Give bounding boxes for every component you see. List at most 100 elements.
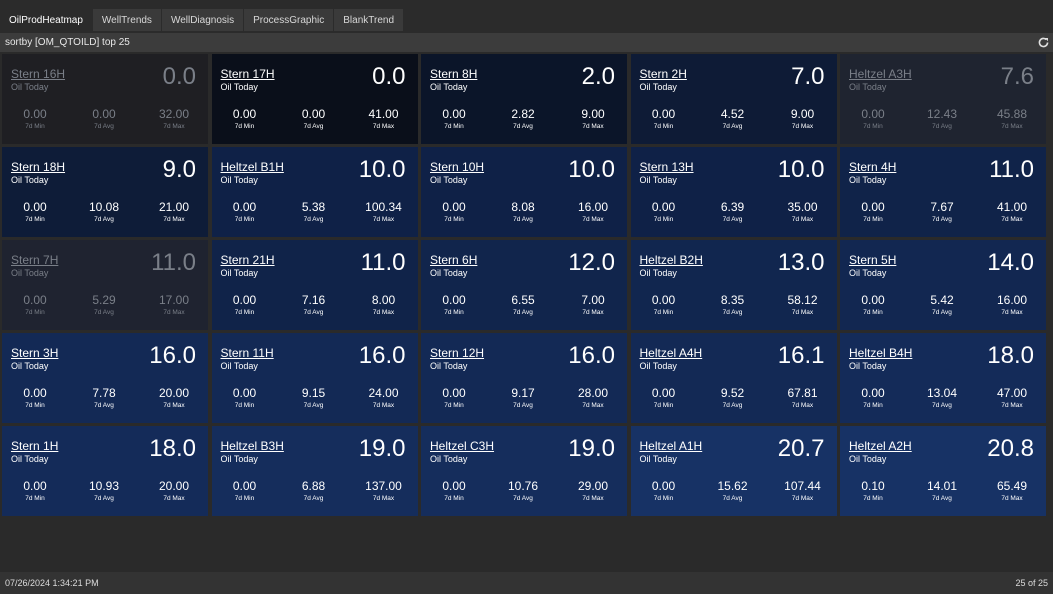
oil-today-value: 7.0 (791, 63, 825, 90)
stat-avg: 10.76 7d Avg (491, 479, 555, 502)
stat-min-label: 7d Min (234, 402, 255, 409)
stat-max-value: 35.00 (787, 200, 818, 214)
stat-max-label: 7d Max (791, 402, 814, 409)
well-name-link[interactable]: Heltzel B4H (849, 346, 913, 360)
well-name-link[interactable]: Stern 5H (849, 253, 897, 267)
well-tile[interactable]: Stern 17H Oil Today 0.0 0.00 7d Min 0.00 7d Av… (211, 54, 418, 144)
well-tile[interactable]: Stern 5H Oil Today 14.0 0.00 7d Min 5.42 7d Av… (840, 240, 1046, 330)
stat-min-label: 7d Min (444, 309, 464, 316)
stat-avg-value: 10.93 (88, 479, 120, 493)
stat-avg-value: 0.00 (92, 107, 116, 121)
well-name-link[interactable]: Stern 11H (220, 346, 274, 360)
tab-oilprodheatmap[interactable]: OilProdHeatmap (0, 9, 92, 31)
stat-avg: 5.42 7d Avg (910, 293, 974, 316)
well-name-link[interactable]: Stern 4H (849, 160, 897, 174)
stat-avg-label: 7d Avg (94, 309, 114, 316)
well-name-link[interactable]: Stern 21H (220, 253, 275, 267)
well-tile[interactable]: Heltzel C3H Oil Today 19.0 0.00 7d Min 10.76 7… (421, 426, 627, 516)
well-tile[interactable]: Stern 11H Oil Today 16.0 0.00 7d Min 9.15 7d A… (211, 333, 418, 423)
stat-min-label: 7d Min (444, 123, 464, 130)
well-name-link[interactable]: Stern 17H (220, 67, 275, 81)
well-name-link[interactable]: Heltzel A1H (639, 439, 703, 453)
stat-avg-label: 7d Avg (94, 216, 114, 223)
stat-min-value: 0.00 (232, 386, 257, 400)
well-name-link[interactable]: Heltzel A3H (849, 67, 912, 81)
well-name-link[interactable]: Heltzel A2H (849, 439, 912, 453)
oil-today-value: 2.0 (581, 63, 615, 90)
stat-max-label: 7d Max (1001, 216, 1023, 223)
well-tile[interactable]: Stern 12H Oil Today 16.0 0.00 7d Min 9.17 7d A… (421, 333, 627, 423)
refresh-icon[interactable] (1037, 36, 1050, 49)
stat-min-value: 0.00 (442, 200, 466, 214)
tab-blanktrend[interactable]: BlankTrend (334, 9, 404, 31)
tab-processgraphic[interactable]: ProcessGraphic (244, 9, 334, 31)
well-name-link[interactable]: Stern 10H (430, 160, 485, 174)
well-metric-label: Oil Today (220, 454, 258, 464)
well-name-link[interactable]: Stern 6H (430, 253, 478, 267)
well-tile[interactable]: Heltzel B1H Oil Today 10.0 0.00 7d Min 5.38 7d… (211, 147, 418, 237)
well-name-link[interactable]: Stern 8H (430, 67, 478, 81)
well-name-link[interactable]: Stern 3H (11, 346, 59, 360)
well-name-link[interactable]: Stern 2H (639, 67, 687, 81)
well-tile[interactable]: Stern 4H Oil Today 11.0 0.00 7d Min 7.67 7d Av… (840, 147, 1046, 237)
well-tile[interactable]: Heltzel A1H Oil Today 20.7 0.00 7d Min 15.62 7… (630, 426, 837, 516)
well-tile[interactable]: Heltzel B2H Oil Today 13.0 0.00 7d Min 8.35 7d… (630, 240, 837, 330)
stat-max-label: 7d Max (1001, 123, 1023, 130)
stat-min-label: 7d Min (444, 495, 464, 502)
stat-max: 20.00 7d Max (142, 386, 206, 409)
stat-min-value: 0.00 (232, 479, 257, 493)
oil-today-value: 10.0 (777, 156, 825, 183)
stat-min-value: 0.00 (651, 293, 676, 307)
well-name-link[interactable]: Stern 1H (11, 439, 59, 453)
well-tile[interactable]: Stern 2H Oil Today 7.0 0.00 7d Min 4.52 7d Avg… (630, 54, 837, 144)
stat-avg-value: 6.39 (720, 200, 745, 214)
well-tile[interactable]: Stern 16H Oil Today 0.0 0.00 7d Min 0.00 7d Av… (2, 54, 208, 144)
well-tile[interactable]: Heltzel A2H Oil Today 20.8 0.10 7d Min 14.01 7… (840, 426, 1046, 516)
stat-max: 9.00 7d Max (561, 107, 625, 130)
well-name-link[interactable]: Stern 13H (639, 160, 694, 174)
well-tile[interactable]: Stern 1H Oil Today 18.0 0.00 7d Min 10.93 7d A… (2, 426, 208, 516)
stat-min: 0.00 7d Min (213, 293, 277, 316)
stat-min: 0.10 7d Min (841, 479, 905, 502)
well-tile[interactable]: Stern 3H Oil Today 16.0 0.00 7d Min 7.78 7d Av… (2, 333, 208, 423)
well-tile[interactable]: Stern 7H Oil Today 11.0 0.00 7d Min 5.29 7d Av… (2, 240, 208, 330)
well-name-link[interactable]: Heltzel A4H (639, 346, 703, 360)
well-tile[interactable]: Heltzel B3H Oil Today 19.0 0.00 7d Min 6.88 7d… (211, 426, 418, 516)
well-tile[interactable]: Stern 10H Oil Today 10.0 0.00 7d Min 8.08 7d A… (421, 147, 627, 237)
oil-today-value: 16.1 (777, 342, 825, 369)
well-name-link[interactable]: Stern 18H (11, 160, 66, 174)
well-name-link[interactable]: Stern 7H (11, 253, 59, 267)
well-name-link[interactable]: Heltzel B2H (639, 253, 703, 267)
well-name-link[interactable]: Heltzel B3H (220, 439, 284, 453)
stat-min-value: 0.00 (651, 200, 676, 214)
stat-avg-value: 0.00 (301, 107, 326, 121)
status-bar: 07/26/2024 1:34:21 PM 25 of 25 (0, 572, 1053, 594)
well-name-link[interactable]: Heltzel C3H (430, 439, 495, 453)
well-tile[interactable]: Stern 13H Oil Today 10.0 0.00 7d Min 6.39 7d A… (630, 147, 837, 237)
tab-welltrends[interactable]: WellTrends (92, 9, 161, 31)
well-name-link[interactable]: Stern 12H (430, 346, 485, 360)
well-metric-label: Oil Today (639, 82, 677, 92)
well-tile[interactable]: Stern 8H Oil Today 2.0 0.00 7d Min 2.82 7d Avg… (421, 54, 627, 144)
stat-min-value: 0.00 (23, 200, 47, 214)
well-metric-label: Oil Today (849, 361, 887, 371)
stat-avg: 5.29 7d Avg (72, 293, 136, 316)
stat-max-label: 7d Max (1001, 402, 1023, 409)
well-metric-label: Oil Today (11, 454, 49, 464)
stat-max: 58.12 7d Max (771, 293, 835, 316)
tab-welldiagnosis[interactable]: WellDiagnosis (161, 9, 244, 31)
stat-avg: 9.15 7d Avg (282, 386, 346, 409)
heatmap-grid: Stern 16H Oil Today 0.0 0.00 7d Min 0.00 7d Av… (2, 54, 1050, 516)
well-tile[interactable]: Stern 21H Oil Today 11.0 0.00 7d Min 7.16 7d A… (211, 240, 418, 330)
well-tile[interactable]: Heltzel B4H Oil Today 18.0 0.00 7d Min 13.04 7… (840, 333, 1046, 423)
well-name-link[interactable]: Stern 16H (11, 67, 66, 81)
well-tile[interactable]: Heltzel A4H Oil Today 16.1 0.00 7d Min 9.52 7d… (630, 333, 837, 423)
well-tile[interactable]: Stern 18H Oil Today 9.0 0.00 7d Min 10.08 7d A… (2, 147, 208, 237)
stat-min: 0.00 7d Min (841, 386, 905, 409)
well-tile[interactable]: Stern 6H Oil Today 12.0 0.00 7d Min 6.55 7d Av… (421, 240, 627, 330)
well-metric-label: Oil Today (430, 454, 468, 464)
well-name-link[interactable]: Heltzel B1H (220, 160, 284, 174)
stat-max-value: 7.00 (581, 293, 605, 307)
stat-max-label: 7d Max (163, 402, 185, 409)
well-tile[interactable]: Heltzel A3H Oil Today 7.6 0.00 7d Min 12.43 7d… (840, 54, 1046, 144)
